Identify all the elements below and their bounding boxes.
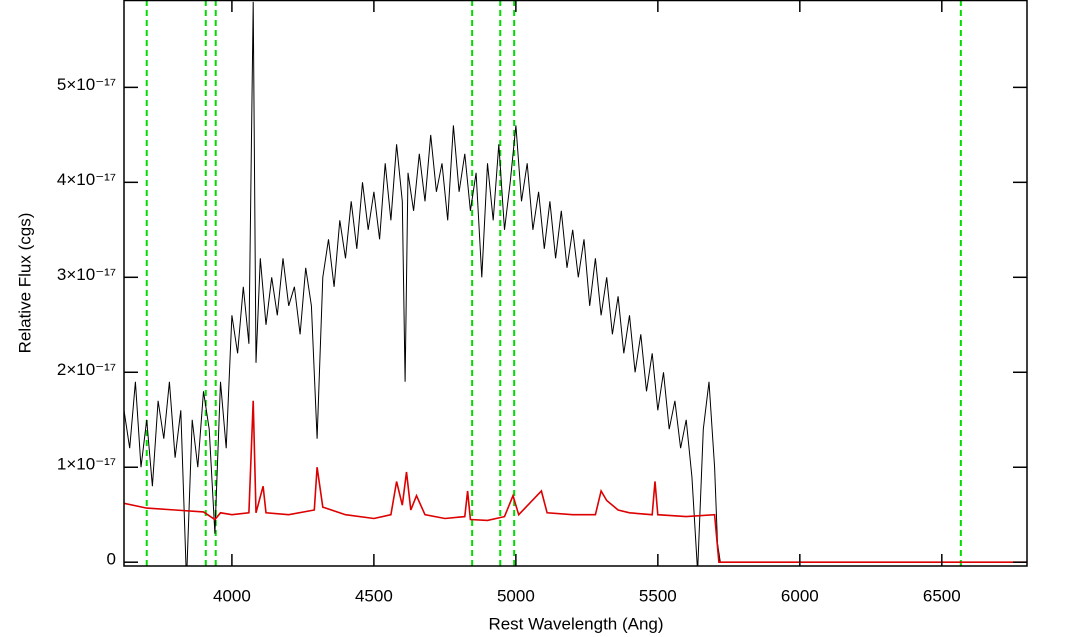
x-tick-label: 5000 — [497, 586, 535, 605]
x-tick-label: 6500 — [923, 586, 961, 605]
x-tick-label: 4500 — [355, 586, 393, 605]
x-tick-label: 5500 — [639, 586, 677, 605]
plot-frame — [123, 0, 1028, 567]
y-tick-label: 2×10⁻¹⁷ — [57, 360, 116, 379]
y-axis-label: Relative Flux (cgs) — [15, 213, 34, 354]
x-tick-label: 4000 — [213, 586, 251, 605]
x-tick-label: 6000 — [781, 586, 819, 605]
plot-area — [124, 0, 1027, 566]
y-tick-label: 4×10⁻¹⁷ — [57, 170, 116, 189]
y-tick-label: 1×10⁻¹⁷ — [57, 455, 116, 474]
y-tick-label: 5×10⁻¹⁷ — [57, 75, 116, 94]
x-axis-label: Rest Wavelength (Ang) — [488, 614, 663, 633]
series-line — [124, 1, 1027, 566]
y-tick-label: 3×10⁻¹⁷ — [57, 265, 116, 284]
series-line — [124, 400, 1027, 563]
y-tick-label: 0 — [107, 550, 116, 569]
